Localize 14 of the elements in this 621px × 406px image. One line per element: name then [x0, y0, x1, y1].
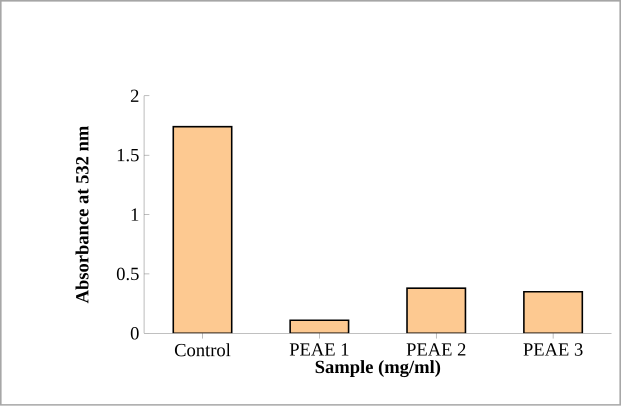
bar — [406, 288, 466, 334]
y-tick-label: 1.5 — [118, 149, 139, 162]
x-tick-label: PEAE 1 — [290, 343, 348, 356]
y-tick-label: 1 — [132, 208, 138, 221]
x-tick-label: PEAE 2 — [406, 343, 466, 356]
y-axis-title: Absorbance at 532 nm — [75, 126, 89, 304]
x-tick-label: PEAE 3 — [523, 343, 583, 356]
x-tick-label: Control — [174, 343, 230, 356]
bar — [172, 126, 233, 334]
x-axis-title: Sample (mg/ml) — [316, 360, 440, 378]
bar — [523, 291, 584, 334]
y-tick-label: 2 — [130, 90, 138, 102]
y-tick-label: 0 — [130, 327, 139, 340]
y-tick-label: 0.5 — [116, 268, 139, 280]
